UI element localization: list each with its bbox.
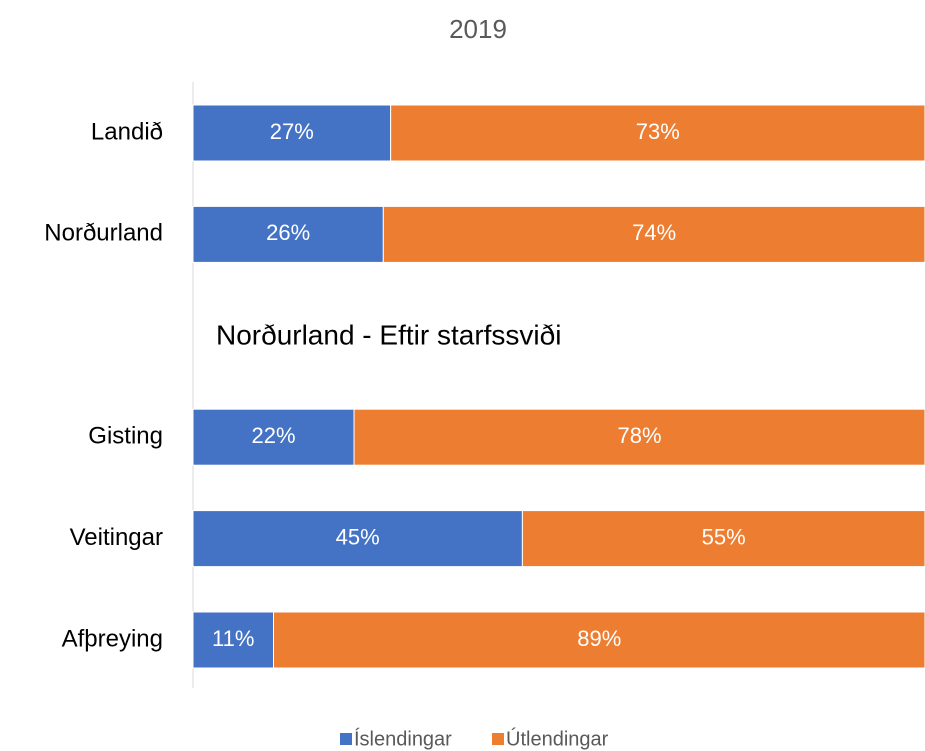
legend-label: Íslendingar — [354, 727, 452, 750]
bar-segment — [353, 408, 925, 466]
bar-segment — [273, 611, 925, 669]
bar-segment — [390, 104, 925, 162]
bar-segment — [192, 408, 355, 466]
data-label: 89% — [577, 626, 621, 651]
y-tick-label: Norðurland — [44, 220, 163, 247]
bar-segment — [192, 205, 384, 263]
bar-segment — [382, 205, 925, 263]
bar-segment — [192, 510, 523, 568]
legend-label: Útlendingar — [506, 727, 609, 750]
y-tick-label: Landið — [91, 118, 163, 145]
data-label: 74% — [632, 220, 676, 245]
annotation: Norðurland - Eftir starfssviði — [216, 319, 561, 350]
data-label: 11% — [212, 626, 254, 651]
legend-swatch — [492, 733, 504, 745]
data-label: 27% — [270, 119, 314, 144]
y-tick-label: Gisting — [88, 423, 163, 450]
y-tick-label: Afþreying — [62, 625, 163, 652]
data-label: 73% — [636, 119, 680, 144]
data-label: 26% — [266, 220, 310, 245]
data-label: 78% — [617, 423, 661, 448]
data-label: 55% — [702, 524, 746, 549]
bar-segment — [192, 104, 392, 162]
data-label: 45% — [336, 524, 380, 549]
y-tick-label: Veitingar — [70, 524, 163, 551]
chart-title: 2019 — [449, 14, 507, 44]
data-label: 22% — [251, 423, 295, 448]
legend-swatch — [340, 733, 352, 745]
bar-segment — [521, 510, 925, 568]
